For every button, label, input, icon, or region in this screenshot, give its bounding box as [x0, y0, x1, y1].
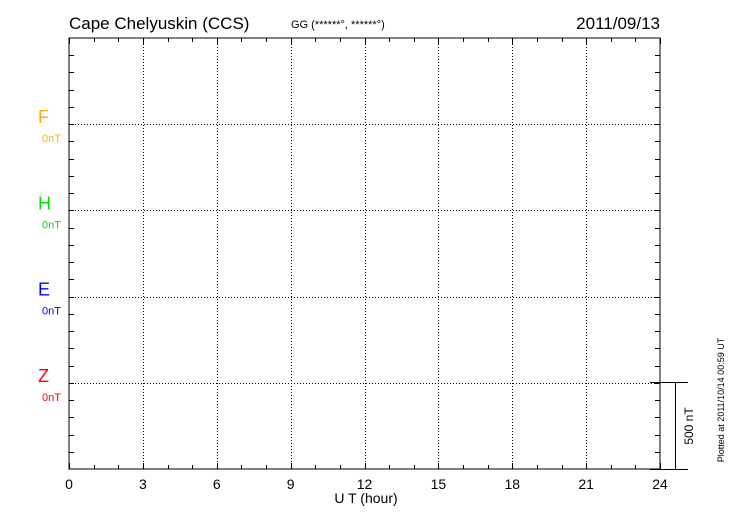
x-tick-labels: 0 3 6 9 12 15 18 21 24: [65, 476, 668, 492]
scale-bar: [650, 382, 688, 470]
x-tick-label: 18: [504, 476, 520, 492]
scale-bar-label: 500 nT: [682, 407, 696, 445]
x-axis-label: U T (hour): [334, 490, 397, 506]
x-tick-label: 12: [357, 476, 373, 492]
grid: [69, 38, 660, 469]
plotted-at-footnote: Plotted at 2011/10/14 00:59 UT: [716, 337, 726, 462]
series-label-e: E: [38, 280, 50, 300]
series-baseline-z: 0nT: [42, 392, 61, 404]
series-labels: F 0nT H 0nT E 0nT Z 0nT: [38, 107, 61, 404]
x-tick-label: 6: [213, 476, 221, 492]
chart-title: Cape Chelyuskin (CCS): [69, 14, 249, 33]
chart-date: 2011/09/13: [576, 14, 660, 33]
series-label-f: F: [38, 107, 49, 127]
x-tick-label: 3: [139, 476, 147, 492]
x-tick-label: 15: [431, 476, 447, 492]
x-tick-label: 24: [652, 476, 668, 492]
x-tick-label: 21: [578, 476, 594, 492]
series-label-h: H: [38, 193, 51, 213]
series-baseline-f: 0nT: [42, 133, 61, 145]
series-baseline-e: 0nT: [42, 306, 61, 318]
x-tick-label: 9: [287, 476, 295, 492]
plot-frame: [68, 37, 661, 470]
series-baseline-h: 0nT: [42, 219, 61, 231]
chart-subtitle: GG (******°, ******°): [291, 19, 385, 31]
axis-ticks: [69, 38, 661, 469]
x-tick-label: 0: [65, 476, 73, 492]
series-label-z: Z: [38, 366, 49, 386]
